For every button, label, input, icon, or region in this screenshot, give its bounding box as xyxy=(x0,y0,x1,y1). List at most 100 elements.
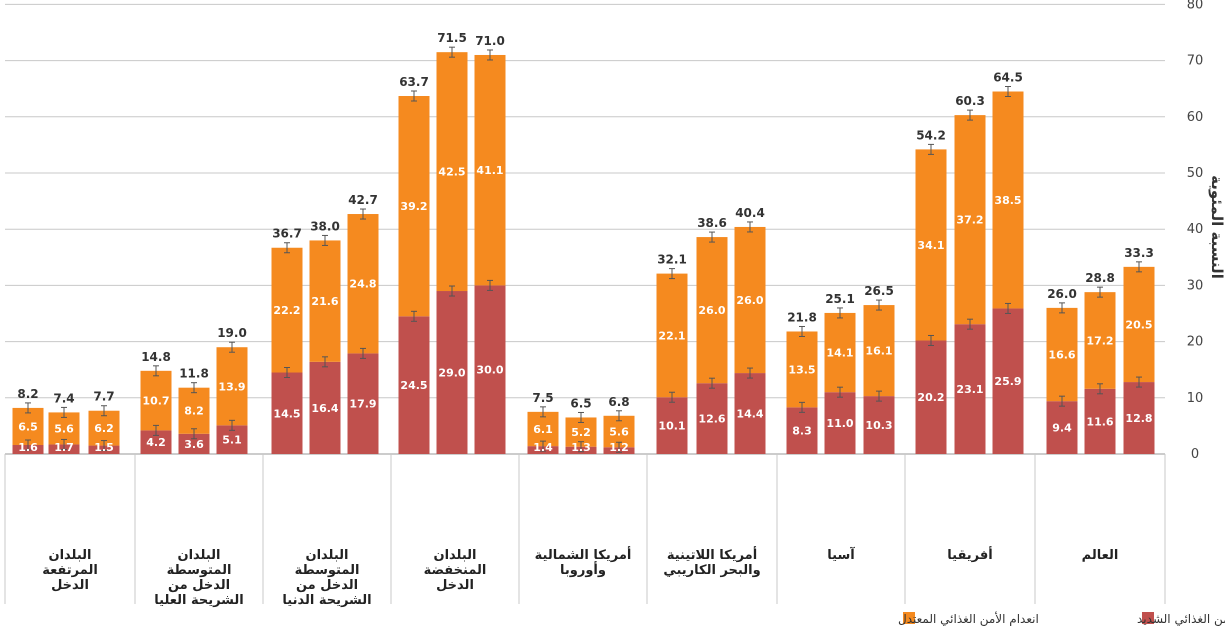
bar-severe-label: 16.4 xyxy=(311,402,338,415)
bar-severe-label: 14.4 xyxy=(736,408,763,421)
bar-moderate-label: 38.5 xyxy=(994,194,1021,207)
bar-severe-label: 12.8 xyxy=(1125,412,1152,425)
bar-moderate-label: 41.1 xyxy=(476,164,503,177)
bar-severe-label: 9.4 xyxy=(1052,422,1072,435)
legend-label-moderate: انعدام الأمن الغذائي المعتدل xyxy=(898,611,1039,627)
bar-total-label: 33.3 xyxy=(1124,246,1154,260)
bar-moderate-segment xyxy=(398,96,430,317)
bar-moderate-label: 16.1 xyxy=(865,345,892,358)
category-label: المنخفضة xyxy=(424,563,487,578)
bar-moderate-segment xyxy=(1084,292,1116,389)
bar-moderate-label: 5.6 xyxy=(54,422,74,435)
bar-total-label: 63.7 xyxy=(399,75,429,89)
legend-label-severe: انعدام الأمن الغذائي الشديد xyxy=(1137,611,1225,627)
bar-severe-segment xyxy=(1123,382,1155,454)
bar-moderate-segment xyxy=(863,305,895,397)
category-label: أفريقيا xyxy=(947,546,992,563)
bar-severe-segment xyxy=(271,372,303,454)
bar-severe-label: 4.2 xyxy=(146,436,166,449)
category-label: المتوسطة xyxy=(295,563,360,578)
bar-severe-segment xyxy=(696,383,728,454)
bar-moderate-label: 26.0 xyxy=(736,294,763,307)
bar-severe-segment xyxy=(178,433,210,454)
bar-moderate-label: 14.1 xyxy=(826,347,853,360)
bar-moderate-segment xyxy=(178,387,210,434)
bar-total-label: 7.5 xyxy=(532,391,553,405)
y-tick-label: 50 xyxy=(1187,166,1204,181)
bar-severe-segment xyxy=(734,373,766,454)
y-tick-label: 10 xyxy=(1187,391,1204,406)
bar-severe-label: 3.6 xyxy=(184,438,204,451)
bar-severe-segment xyxy=(824,392,856,454)
bar-moderate-segment xyxy=(656,273,688,398)
bar-moderate-label: 6.5 xyxy=(18,420,38,433)
category-label: العالم xyxy=(1082,548,1119,563)
bar-severe-segment xyxy=(309,361,341,454)
category-label: الدخل من xyxy=(168,578,230,593)
bar-severe-segment xyxy=(398,316,430,454)
bar-severe-segment xyxy=(915,340,947,454)
bar-total-label: 32.1 xyxy=(657,253,687,267)
category-label: البلدان xyxy=(433,548,476,563)
bar-severe-segment xyxy=(436,291,468,454)
bar-moderate-segment xyxy=(1046,307,1078,402)
bar-moderate-segment xyxy=(216,347,248,426)
bar-severe-label: 25.9 xyxy=(994,375,1021,388)
bar-severe-label: 1.2 xyxy=(609,441,629,454)
bar-moderate-segment xyxy=(436,52,468,292)
bar-total-label: 60.3 xyxy=(955,94,985,108)
bar-severe-segment xyxy=(347,353,379,454)
bar-total-label: 71.5 xyxy=(437,31,467,45)
bar-moderate-label: 22.1 xyxy=(658,329,685,342)
bar-severe-label: 5.1 xyxy=(222,434,242,447)
bar-total-label: 28.8 xyxy=(1085,271,1115,285)
bar-severe-label: 1.3 xyxy=(571,441,591,454)
bar-severe-segment xyxy=(1084,388,1116,454)
bar-total-label: 54.2 xyxy=(916,128,946,142)
bar-severe-label: 12.6 xyxy=(698,413,725,426)
category-label: البلدان xyxy=(177,548,220,563)
y-tick-label: 80 xyxy=(1187,0,1204,12)
bar-severe-label: 14.5 xyxy=(273,407,300,420)
bar-moderate-segment xyxy=(1123,266,1155,383)
category-label: الدخل xyxy=(51,578,89,593)
bar-severe-segment xyxy=(474,285,506,454)
bar-moderate-label: 42.5 xyxy=(438,166,465,179)
bar-severe-segment xyxy=(140,430,172,454)
bar-moderate-segment xyxy=(12,407,44,446)
y-tick-label: 40 xyxy=(1187,222,1204,237)
bar-severe-segment xyxy=(863,396,895,454)
y-axis-label: النسبة المئوية xyxy=(1208,175,1225,279)
bar-moderate-segment xyxy=(824,312,856,393)
bar-moderate-segment xyxy=(88,410,120,446)
bar-moderate-segment xyxy=(992,91,1024,309)
legend-swatch-moderate xyxy=(903,612,915,624)
bar-severe-label: 30.0 xyxy=(476,364,503,377)
bar-severe-segment xyxy=(954,324,986,454)
bar-severe-label: 8.3 xyxy=(792,425,812,438)
bar-severe-label: 29.0 xyxy=(438,367,465,380)
bar-total-label: 38.0 xyxy=(310,219,340,233)
bar-moderate-segment xyxy=(527,411,559,447)
bar-moderate-segment xyxy=(915,149,947,341)
bar-moderate-label: 5.2 xyxy=(571,426,591,439)
category-label: أمريكا الشمالية xyxy=(535,546,632,563)
bar-severe-label: 1.5 xyxy=(94,441,114,454)
bar-moderate-label: 8.2 xyxy=(184,405,204,418)
bar-total-label: 36.7 xyxy=(272,227,302,241)
bar-severe-label: 1.7 xyxy=(54,441,74,454)
bar-total-label: 21.8 xyxy=(787,310,817,324)
bar-moderate-segment xyxy=(474,54,506,286)
bar-total-label: 7.7 xyxy=(93,390,114,404)
bar-moderate-label: 5.6 xyxy=(609,426,629,439)
bar-total-label: 64.5 xyxy=(993,71,1023,85)
bar-total-label: 6.5 xyxy=(570,396,591,410)
bar-moderate-segment xyxy=(786,331,818,408)
bar-moderate-label: 10.7 xyxy=(142,395,169,408)
bar-severe-segment xyxy=(1046,401,1078,454)
bar-severe-label: 10.1 xyxy=(658,420,685,433)
y-tick-label: 30 xyxy=(1187,278,1204,293)
bar-moderate-segment xyxy=(347,214,379,354)
category-label: البلدان xyxy=(305,548,348,563)
